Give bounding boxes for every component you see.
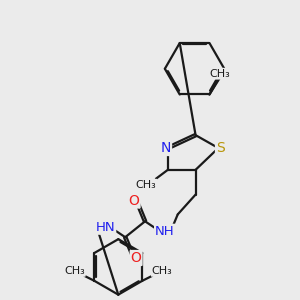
Text: CH₃: CH₃	[64, 266, 85, 276]
Text: N: N	[161, 141, 171, 155]
Text: HN: HN	[96, 221, 115, 234]
Text: NH: NH	[155, 225, 175, 238]
Text: CH₃: CH₃	[209, 69, 230, 79]
Text: CH₃: CH₃	[136, 180, 156, 190]
Text: O: O	[131, 251, 142, 265]
Text: O: O	[129, 194, 140, 208]
Text: CH₃: CH₃	[152, 266, 172, 276]
Text: S: S	[216, 141, 225, 155]
